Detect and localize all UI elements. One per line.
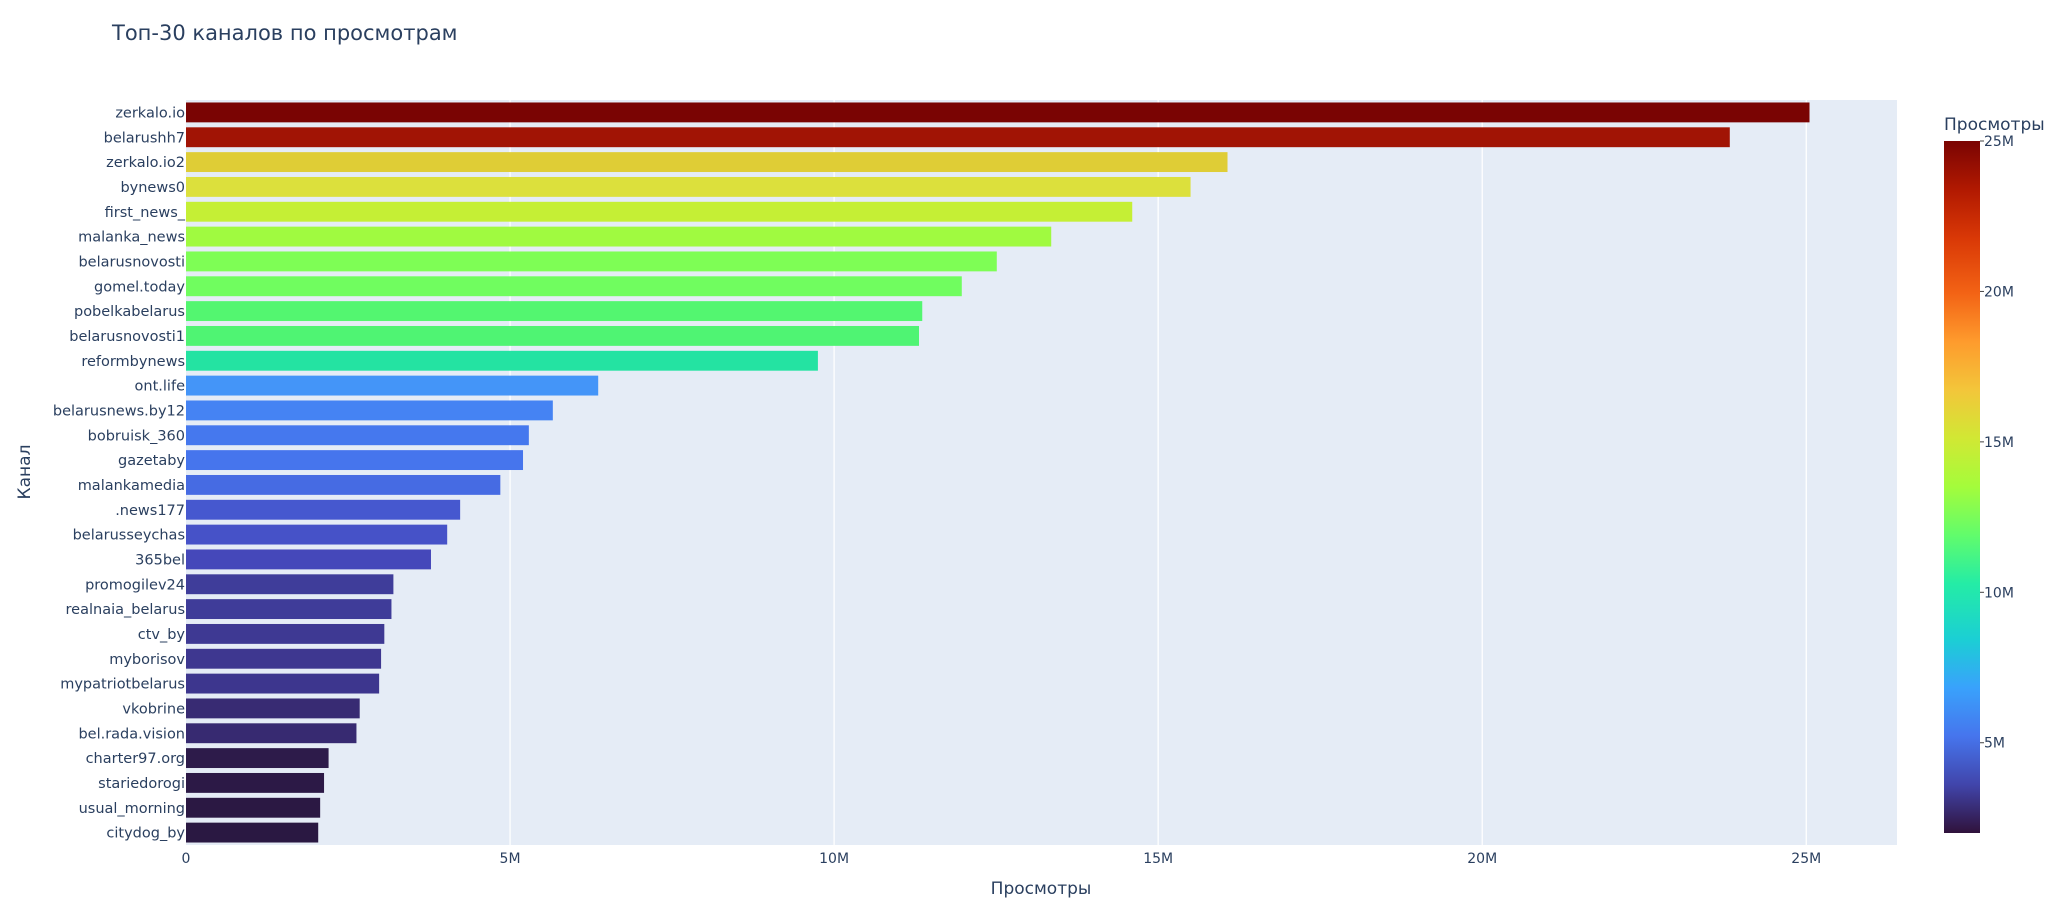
bar (186, 723, 357, 744)
x-tick-label: 10M (819, 851, 849, 867)
chart-title: Топ-30 каналов по просмотрам (111, 21, 458, 45)
category-label: ont.life (135, 379, 186, 395)
category-label: stariedorogi (98, 776, 185, 792)
category-label: malankamedia (78, 478, 185, 494)
category-label: gazetaby (118, 453, 185, 469)
category-label: zerkalo.io (115, 105, 185, 121)
bar (186, 350, 818, 371)
category-label: belarushh7 (104, 130, 185, 146)
colorbar-tick-label: 20M (1984, 284, 2014, 300)
category-label: myborisov (109, 652, 185, 668)
x-tick-labels: 0 5M 10M 15M 20M 25M (182, 851, 1822, 867)
bar (186, 276, 962, 297)
bar (186, 325, 920, 346)
category-label: realnaia_belarus (66, 602, 185, 618)
bar (186, 574, 394, 595)
bar (186, 251, 997, 272)
bar (186, 152, 1228, 173)
bar (186, 425, 529, 446)
bar (186, 748, 329, 769)
bar (186, 797, 321, 818)
category-label: charter97.org (86, 751, 185, 767)
bar (186, 127, 1730, 148)
category-label: gomel.today (94, 279, 185, 295)
bar (186, 400, 553, 421)
colorbar-title: Просмотры (1944, 115, 2045, 135)
category-label: .news177 (115, 503, 185, 519)
bar (186, 524, 448, 545)
colorbar-tick-label: 25M (1984, 134, 2014, 150)
colorbar-tick-label: 10M (1984, 585, 2014, 601)
bar (186, 499, 461, 520)
category-label: zerkalo.io2 (106, 155, 185, 171)
category-label: promogilev24 (85, 577, 185, 593)
category-label: 365bel (135, 552, 185, 568)
category-labels: zerkalo.io belarushh7 zerkalo.io2 bynews0 fi… (53, 105, 186, 841)
category-label: bobruisk_360 (88, 428, 185, 444)
category-label: belarusnovosti1 (69, 329, 185, 345)
category-label: belarusseychas (73, 528, 185, 544)
category-label: bel.rada.vision (78, 726, 185, 742)
plot-area (186, 100, 1897, 845)
bar (186, 201, 1133, 222)
y-axis-title: Канал (15, 445, 35, 500)
category-label: belarusnews.by12 (53, 403, 185, 419)
category-label: usual_morning (79, 801, 185, 817)
x-tick-label: 20M (1467, 851, 1497, 867)
colorbar-tick-labels: 5M 10M 15M 20M 25M (1980, 134, 2014, 752)
bar (186, 474, 501, 495)
bar (186, 226, 1052, 247)
x-tick-label: 5M (500, 851, 521, 867)
bar (186, 698, 360, 719)
category-label: malanka_news (78, 230, 185, 246)
bar (186, 176, 1191, 197)
category-label: bynews0 (120, 180, 185, 196)
category-label: ctv_by (138, 627, 186, 643)
bars (186, 102, 1810, 843)
category-label: vkobrine (122, 701, 185, 717)
bar (186, 673, 380, 694)
bar (186, 375, 599, 396)
bar (186, 599, 392, 620)
colorbar (1944, 141, 1980, 833)
category-label: citydog_by (106, 826, 185, 842)
bar (186, 301, 923, 322)
bar (186, 822, 319, 843)
category-label: pobelkabelarus (74, 304, 185, 320)
bar (186, 648, 382, 669)
x-tick-label: 15M (1143, 851, 1173, 867)
x-tick-label: 0 (182, 851, 191, 867)
x-tick-label: 25M (1791, 851, 1821, 867)
bar (186, 450, 524, 471)
colorbar-tick-label: 15M (1984, 435, 2014, 451)
category-label: first_news_ (105, 205, 186, 221)
bar (186, 772, 325, 793)
bar (186, 549, 431, 570)
category-label: mypatriotbelarus (60, 677, 185, 693)
category-label: belarusnovosti (78, 254, 185, 270)
x-axis-title: Просмотры (991, 879, 1092, 899)
bar (186, 102, 1810, 123)
category-label: reformbynews (81, 354, 185, 370)
grid-lines (509, 100, 1807, 845)
bar (186, 623, 385, 644)
colorbar-tick-label: 5M (1984, 736, 2005, 752)
